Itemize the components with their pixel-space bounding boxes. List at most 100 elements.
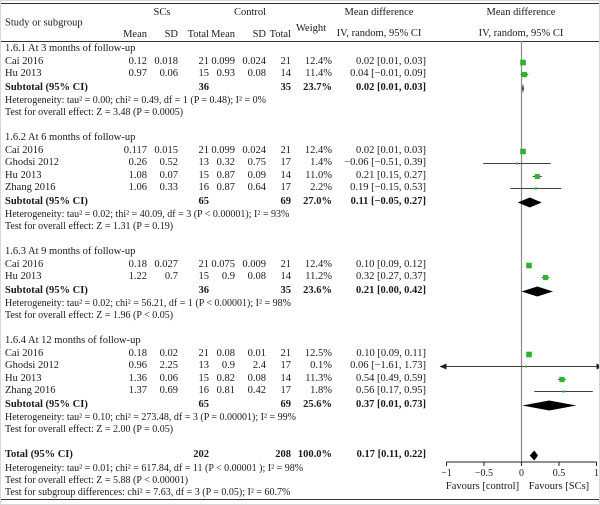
scs-sd: 0.06 [159,372,178,384]
weight-value: 27.0% [303,195,332,207]
control-mean: 0.099 [211,55,235,67]
statistics-note: Heterogeneity: tau² = 0.02; thi² = 40.09… [5,209,290,220]
control-sd: 2.4 [252,360,266,371]
subtotal-row: Subtotal (95% CI) 65 69 25.6% 0.37 [0.01… [1,398,426,413]
mean-difference-value: 0.19 [−0.15, 0.53] [350,182,426,193]
scs-sd: 0.7 [164,271,178,282]
scs-mean: 0.26 [128,157,147,168]
study-row: Hu 2013 1.22 0.7 15 0.9 0.08 14 11.2% 0.… [1,271,426,284]
control-sd: 0.024 [242,55,266,67]
mean-difference-value: 0.02 [0.01, 0.03] [356,81,426,93]
control-sd: 0.08 [247,271,266,282]
scs-total: 15 [198,271,210,282]
control-total: 208 [275,449,291,460]
control-mean: 0.9 [221,271,235,282]
scs-mean: 1.37 [128,385,147,396]
scs-total: 202 [193,449,209,460]
study-label: Zhang 2016 [5,182,56,193]
control-sd: 0.024 [242,144,266,156]
study-label: Zhang 2016 [5,385,56,396]
scs-sd: 0.027 [154,258,178,270]
subgroup-heading: 1.6.1 At 3 months of follow-up [5,43,136,54]
mean-difference-value: 0.32 [0.27, 0.37] [356,271,426,282]
scs-mean: 0.117 [123,144,147,156]
scs-total: 16 [198,182,210,193]
control-mean: 0.9 [221,360,235,371]
total-row: Total (95% CI) 202 208 100.0% 0.17 [0.11… [1,448,426,463]
control-mean: 0.82 [216,372,235,384]
study-label: Ghodsi 2012 [5,157,59,168]
scs-mean: 1.08 [128,169,147,181]
study-label: Cai 2016 [5,347,44,359]
subtotal-row: Subtotal (95% CI) 36 35 23.6% 0.21 [0.00… [1,284,426,299]
scs-total: 21 [198,347,210,359]
scs-total: 13 [198,157,210,168]
scs-total: 21 [198,144,210,156]
control-mean: 0.099 [211,144,235,156]
mean-difference-value: 0.04 [−0.01, 0.09] [350,68,426,79]
scs-total: 15 [198,169,210,181]
statistics-note: Test for overall effect: Z = 5.88 (P < 0… [5,474,189,486]
subgroup-heading: 1.6.3 At 9 months of follow-up [5,246,136,257]
study-label: Cai 2016 [5,258,44,270]
table-header: Study or subgroup SCs Control Weight Mea… [1,3,599,42]
mean-difference-value: 0.10 [0.09, 0.11] [356,347,426,359]
scs-sd: 0.69 [159,385,178,396]
control-total: 21 [280,55,292,67]
weight-value: 1.8% [310,385,332,396]
scs-mean: 0.12 [128,55,147,67]
group-control-header: Control [233,7,267,18]
weight-value: 0.1% [310,360,332,371]
scs-sd: 0.02 [159,347,178,359]
scs-total: 65 [198,398,210,410]
scs-mean-header: Mean [123,29,147,40]
subtotal-label: Subtotal (95% CI) [5,284,88,296]
col-study-header: Study or subgroup [5,17,83,28]
mean-difference-value: 0.02 [0.01, 0.03] [356,144,426,156]
subgroup-heading: 1.6.2 At 6 months of follow-up [5,132,136,143]
control-total: 21 [280,347,292,359]
scs-mean: 1.06 [128,182,147,193]
mean-difference-value: 0.37 [0.01, 0.73] [356,398,426,410]
study-label: Hu 2013 [5,68,42,79]
scs-total: 15 [198,372,210,384]
scs-mean: 0.18 [128,258,147,270]
study-row: Hu 2013 0.97 0.06 15 0.93 0.08 14 11.4% … [1,68,426,81]
control-mean-header: Mean [211,29,235,40]
weight-value: 12.4% [304,144,332,156]
study-label: Hu 2013 [5,169,42,181]
statistics-note: Test for subgroup differences: chi² = 7.… [5,486,291,498]
control-sd: 0.08 [247,68,266,79]
scs-total: 13 [198,360,210,371]
scs-sd: 2.25 [159,360,178,371]
study-row: Cai 2016 0.12 0.018 21 0.099 0.024 21 12… [1,56,426,69]
subtotal-label: Subtotal (95% CI) [5,81,88,93]
subtotal-label: Subtotal (95% CI) [5,195,88,207]
study-row: Hu 2013 1.36 0.06 15 0.82 0.08 14 11.3% … [1,373,426,386]
control-sd: 0.009 [242,258,266,270]
control-total: 14 [280,271,292,282]
row-spacer [1,233,599,245]
mean-difference-value: 0.17 [0.11, 0.22] [356,449,426,460]
statistics-note: Test for overall effect: Z = 3.48 (P = 0… [5,107,184,118]
scs-total: 21 [198,55,210,67]
weight-value: 11.0% [305,169,332,181]
weight-value: 23.7% [303,81,332,93]
subtotal-label: Subtotal (95% CI) [5,398,88,410]
weight-value: 12.4% [304,55,332,67]
scs-total: 15 [198,68,210,79]
control-sd: 0.42 [247,385,266,396]
scs-mean: 0.97 [128,68,147,79]
scs-total: 36 [198,81,210,93]
mean-difference-value: 0.21 [0.15, 0.27] [356,169,426,181]
control-mean: 0.81 [216,385,235,396]
weight-value: 11.3% [305,372,332,384]
scs-sd: 0.015 [154,144,178,156]
scs-total: 16 [198,385,210,396]
control-total: 14 [280,372,292,384]
weight-value: 2.2% [310,182,332,193]
control-total: 17 [280,157,292,168]
control-total: 17 [280,360,292,371]
subtotal-row: Subtotal (95% CI) 36 35 23.7% 0.02 [0.01… [1,81,426,96]
